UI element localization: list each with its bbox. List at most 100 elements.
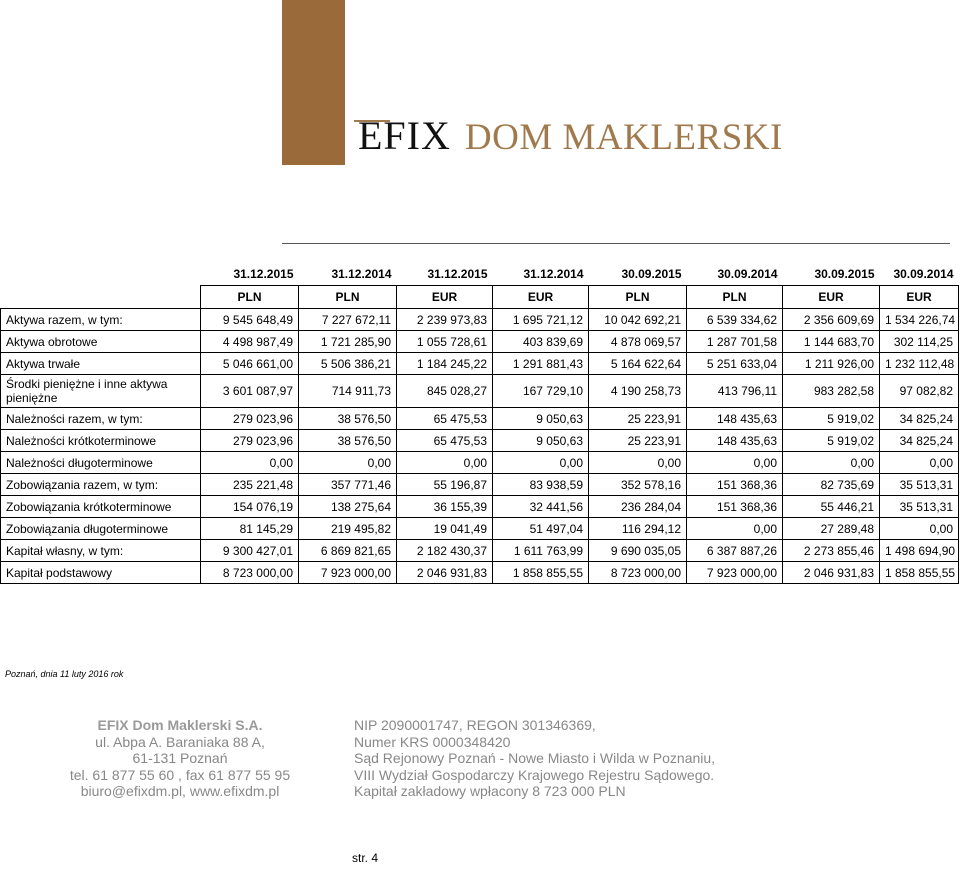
value-cell: 236 284,04	[588, 495, 687, 518]
value-cell: 65 475,53	[396, 407, 493, 430]
table-row: Środki pieniężne i inne aktywa pieniężne…	[0, 374, 959, 408]
footer-email-web: biuro@efixdm.pl, www.efixdm.pl	[80, 783, 280, 799]
currency-header-cell: EUR	[396, 285, 493, 309]
row-label: Aktywa razem, w tym:	[0, 308, 201, 331]
table-row: Aktywa razem, w tym: 9 545 648,49 7 227 67…	[0, 308, 959, 331]
value-cell: 1 695 721,12	[492, 308, 589, 331]
footer-registration: NIP 2090001747, REGON 301346369, Numer K…	[354, 717, 774, 800]
date-header-row: 31.12.2015 31.12.2014 31.12.2015 31.12.2014…	[1, 263, 959, 286]
value-cell: 34 825,24	[879, 429, 959, 452]
date-header-cell: 31.12.2014	[523, 267, 584, 281]
date-header-cell: 31.12.2014	[331, 267, 392, 281]
footer-company-contact: EFIX Dom Maklerski S.A. ul. Abpa A. Bara…	[50, 717, 310, 800]
value-cell: 7 923 000,00	[298, 561, 397, 584]
value-cell: 0,00	[686, 451, 783, 474]
value-cell: 1 232 112,48	[879, 352, 959, 375]
date-header-cell: 31.12.2015	[233, 267, 294, 281]
value-cell: 2 273 855,46	[782, 539, 880, 562]
value-cell: 0,00	[200, 451, 299, 474]
value-cell: 0,00	[879, 517, 959, 540]
value-cell: 9 545 648,49	[200, 308, 299, 331]
row-label: Zobowiązania długoterminowe	[0, 517, 201, 540]
table-row: Należności krótkoterminowe 279 023,96 38 5…	[0, 429, 959, 452]
value-cell: 0,00	[879, 451, 959, 474]
value-cell: 148 435,63	[686, 407, 783, 430]
table-row: Zobowiązania razem, w tym: 235 221,48 357 …	[0, 473, 959, 496]
value-cell: 8 723 000,00	[588, 561, 687, 584]
value-cell: 1 055 728,61	[396, 330, 493, 353]
value-cell: 9 050,63	[492, 407, 589, 430]
value-cell: 2 046 931,83	[396, 561, 493, 584]
table-row: Zobowiązania krótkoterminowe 154 076,19 13…	[0, 495, 959, 518]
value-cell: 302 114,25	[879, 330, 959, 353]
value-cell: 6 539 334,62	[686, 308, 783, 331]
value-cell: 4 190 258,73	[588, 374, 687, 408]
value-cell: 9 690 035,05	[588, 539, 687, 562]
value-cell: 403 839,69	[492, 330, 589, 353]
date-header-cell: 30.09.2015	[621, 267, 682, 281]
logo-subtitle: DOM MAKLERSKI	[464, 117, 783, 158]
value-cell: 2 356 609,69	[782, 308, 880, 331]
value-cell: 32 441,56	[492, 495, 589, 518]
row-label: Należności razem, w tym:	[0, 407, 201, 430]
date-header-cell: 31.12.2015	[427, 267, 488, 281]
value-cell: 4 878 069,57	[588, 330, 687, 353]
value-cell: 97 082,82	[879, 374, 959, 408]
value-cell: 279 023,96	[200, 429, 299, 452]
footer-nip-regon: NIP 2090001747, REGON 301346369,	[354, 717, 596, 733]
footer-court-division: VIII Wydział Gospodarczy Krajowego Rejes…	[354, 766, 715, 783]
value-cell: 352 578,16	[588, 473, 687, 496]
row-label: Zobowiązania krótkoterminowe	[0, 495, 201, 518]
table-row: Zobowiązania długoterminowe 81 145,29 219 …	[0, 517, 959, 540]
value-cell: 0,00	[686, 517, 783, 540]
row-label: Aktywa obrotowe	[0, 330, 201, 353]
value-cell: 9 050,63	[492, 429, 589, 452]
row-label: Aktywa trwałe	[0, 352, 201, 375]
value-cell: 151 368,36	[686, 495, 783, 518]
value-cell: 55 446,21	[782, 495, 880, 518]
value-cell: 1 858 855,55	[492, 561, 589, 584]
row-label: Kapitał podstawowy	[0, 561, 201, 584]
value-cell: 3 601 087,97	[200, 374, 299, 408]
page-number: str. 4	[352, 851, 379, 865]
value-cell: 7 923 000,00	[686, 561, 783, 584]
value-cell: 0,00	[298, 451, 397, 474]
footer-phone-fax: tel. 61 877 55 60 , fax 61 877 55 95	[69, 766, 291, 783]
value-cell: 5 164 622,64	[588, 352, 687, 375]
footer-share-capital: Kapitał zakładowy wpłacony 8 723 000 PLN	[354, 783, 626, 799]
value-cell: 6 869 821,65	[298, 539, 397, 562]
value-cell: 35 513,31	[879, 473, 959, 496]
date-header-cell: 30.09.2015	[814, 267, 875, 281]
value-cell: 25 223,91	[588, 407, 687, 430]
row-label: Zobowiązania razem, w tym:	[0, 473, 201, 496]
footer-krs: Numer KRS 0000348420	[354, 733, 511, 750]
value-cell: 1 721 285,90	[298, 330, 397, 353]
value-cell: 34 825,24	[879, 407, 959, 430]
value-cell: 357 771,46	[298, 473, 397, 496]
table-row: Kapitał własny, w tym: 9 300 427,01 6 869 …	[0, 539, 959, 562]
value-cell: 55 196,87	[396, 473, 493, 496]
currency-header-cell: PLN	[298, 285, 397, 309]
value-cell: 983 282,58	[782, 374, 880, 408]
value-cell: 151 368,36	[686, 473, 783, 496]
currency-header-cell: EUR	[879, 285, 959, 309]
value-cell: 5 506 386,21	[298, 352, 397, 375]
value-cell: 10 042 692,21	[588, 308, 687, 331]
value-cell: 6 387 887,26	[686, 539, 783, 562]
value-cell: 9 300 427,01	[200, 539, 299, 562]
value-cell: 38 576,50	[298, 407, 397, 430]
footer-court: Sąd Rejonowy Poznań - Nowe Miasto i Wild…	[354, 750, 716, 766]
value-cell: 4 498 987,49	[200, 330, 299, 353]
value-cell: 2 239 973,83	[396, 308, 493, 331]
table-row: Kapitał podstawowy 8 723 000,00 7 923 000,…	[0, 561, 959, 584]
row-label: Kapitał własny, w tym:	[0, 539, 201, 562]
value-cell: 51 497,04	[492, 517, 589, 540]
value-cell: 1 184 245,22	[396, 352, 493, 375]
value-cell: 138 275,64	[298, 495, 397, 518]
value-cell: 5 251 633,04	[686, 352, 783, 375]
value-cell: 1 498 694,90	[879, 539, 959, 562]
value-cell: 845 028,27	[396, 374, 493, 408]
value-cell: 25 223,91	[588, 429, 687, 452]
brand-color-bar	[282, 0, 345, 165]
value-cell: 219 495,82	[298, 517, 397, 540]
